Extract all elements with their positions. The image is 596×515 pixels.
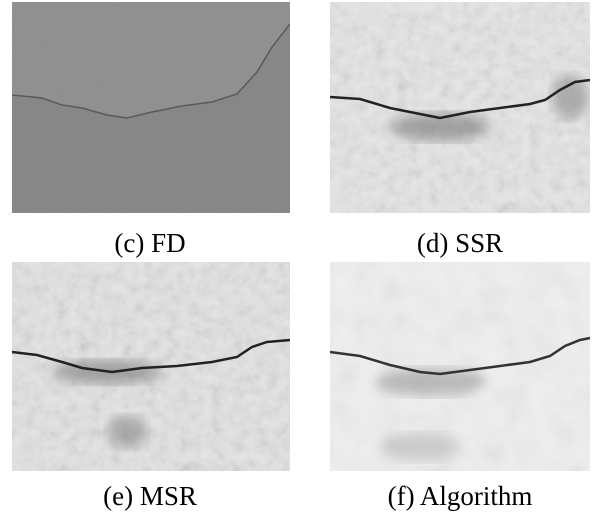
caption: (f) Algorithm	[320, 481, 596, 511]
image-ssr	[330, 2, 590, 213]
image-fd	[12, 2, 290, 213]
image-msr	[12, 262, 290, 471]
image-algorithm	[330, 262, 590, 471]
caption: (c) FD	[10, 228, 290, 258]
caption: (d) SSR	[320, 228, 596, 258]
figure: (c) FD (d) SSR (e) MSR (f) Algorithm (()…	[0, 0, 596, 515]
caption: (e) MSR	[10, 481, 290, 511]
